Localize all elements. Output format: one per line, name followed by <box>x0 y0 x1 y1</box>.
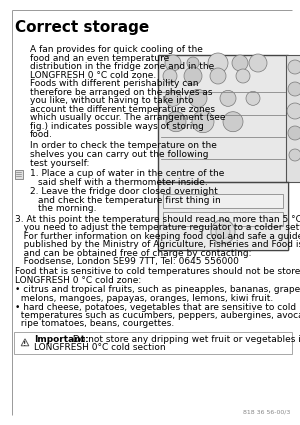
Circle shape <box>236 69 250 83</box>
Text: the morning.: the morning. <box>38 204 97 213</box>
Text: food.: food. <box>30 130 53 139</box>
Text: !: ! <box>23 342 27 348</box>
Circle shape <box>166 112 186 132</box>
Text: and can be obtained free of charge by contacting:: and can be obtained free of charge by co… <box>15 249 251 258</box>
Text: 818 36 56-00/3: 818 36 56-00/3 <box>243 410 290 415</box>
Text: LONGFRESH 0°C cold section: LONGFRESH 0°C cold section <box>34 343 166 352</box>
Polygon shape <box>21 339 29 346</box>
Circle shape <box>192 110 214 133</box>
Circle shape <box>223 112 243 132</box>
Text: which usually occur. The arrangement (see: which usually occur. The arrangement (se… <box>30 113 226 122</box>
Circle shape <box>187 57 199 69</box>
Circle shape <box>246 91 260 105</box>
Bar <box>286 55 300 182</box>
Circle shape <box>232 55 248 71</box>
Text: Important:: Important: <box>34 335 89 344</box>
Text: Foods with different perishability can: Foods with different perishability can <box>30 79 199 88</box>
Text: account the different temperature zones: account the different temperature zones <box>30 105 215 113</box>
Circle shape <box>211 220 235 244</box>
Circle shape <box>189 89 207 108</box>
Text: test yourself:: test yourself: <box>30 159 89 167</box>
Circle shape <box>249 54 267 72</box>
Text: A fan provides for quick cooling of the: A fan provides for quick cooling of the <box>30 45 203 54</box>
Circle shape <box>288 60 300 74</box>
Text: shelves you can carry out the following: shelves you can carry out the following <box>30 150 208 159</box>
Bar <box>163 194 283 208</box>
Circle shape <box>165 91 181 106</box>
Bar <box>158 55 288 250</box>
Text: In order to check the temperature on the: In order to check the temperature on the <box>30 142 217 150</box>
Text: Foodsense, London SE99 7TT, Tel: 0645 556000: Foodsense, London SE99 7TT, Tel: 0645 55… <box>15 257 239 266</box>
Text: distribution in the fridge zone and in the: distribution in the fridge zone and in t… <box>30 62 214 71</box>
Bar <box>163 212 283 226</box>
Circle shape <box>210 68 226 84</box>
Circle shape <box>184 67 202 85</box>
Text: temperatures such as cucumbers, peppers, aubergines, avocados, half: temperatures such as cucumbers, peppers,… <box>15 311 300 320</box>
Text: fig.) indicates possible ways of storing: fig.) indicates possible ways of storing <box>30 122 204 130</box>
Text: therefore be arranged on the shelves as: therefore be arranged on the shelves as <box>30 88 212 96</box>
Circle shape <box>288 82 300 96</box>
Bar <box>158 182 288 250</box>
Text: 1. Place a cup of water in the centre of the: 1. Place a cup of water in the centre of… <box>30 169 224 178</box>
Text: published by the Ministry of Agriculture, Fisheries and Food is available: published by the Ministry of Agriculture… <box>15 240 300 249</box>
Text: food and an even temperature: food and an even temperature <box>30 54 169 62</box>
Circle shape <box>208 53 228 73</box>
Text: 2. Leave the fridge door closed overnight: 2. Leave the fridge door closed overnigh… <box>30 187 218 196</box>
Text: LONGFRESH 0 °C cold zone.: LONGFRESH 0 °C cold zone. <box>30 71 156 79</box>
Text: ripe tomatoes, beans, courgettes.: ripe tomatoes, beans, courgettes. <box>15 320 174 329</box>
Bar <box>15 170 23 179</box>
Circle shape <box>288 126 300 140</box>
Text: and check the temperature first thing in: and check the temperature first thing in <box>38 196 221 204</box>
Text: Food that is sensitive to cold temperatures should not be stored in the: Food that is sensitive to cold temperatu… <box>15 267 300 277</box>
Circle shape <box>163 69 177 83</box>
Text: said shelf with a thermometer inside.: said shelf with a thermometer inside. <box>38 178 208 187</box>
Circle shape <box>165 55 181 71</box>
Bar <box>14 332 292 354</box>
Text: • hard cheese, potatoes, vegetables that are sensitive to cold: • hard cheese, potatoes, vegetables that… <box>15 303 296 312</box>
Circle shape <box>216 225 230 239</box>
Circle shape <box>289 149 300 161</box>
Text: 3. At this point the temperature should read no more than 5 °C; if it does,: 3. At this point the temperature should … <box>15 215 300 224</box>
Text: LONGFRESH 0 °C cold zone:: LONGFRESH 0 °C cold zone: <box>15 276 141 285</box>
Text: Correct storage: Correct storage <box>15 20 149 35</box>
Circle shape <box>287 103 300 119</box>
Text: For further information on keeping food cool and safe a guide: For further information on keeping food … <box>15 232 300 241</box>
Text: • citrus and tropical fruits, such as pineapples, bananas, grapefruits,: • citrus and tropical fruits, such as pi… <box>15 286 300 295</box>
Text: melons, mangoes, papayas, oranges, lemons, kiwi fruit.: melons, mangoes, papayas, oranges, lemon… <box>15 294 273 303</box>
Text: Do not store any dripping wet fruit or vegetables in the: Do not store any dripping wet fruit or v… <box>70 335 300 344</box>
Circle shape <box>220 91 236 106</box>
Text: you need to adjust the temperature regulator to a colder setting.: you need to adjust the temperature regul… <box>15 223 300 232</box>
Text: you like, without having to take into: you like, without having to take into <box>30 96 194 105</box>
